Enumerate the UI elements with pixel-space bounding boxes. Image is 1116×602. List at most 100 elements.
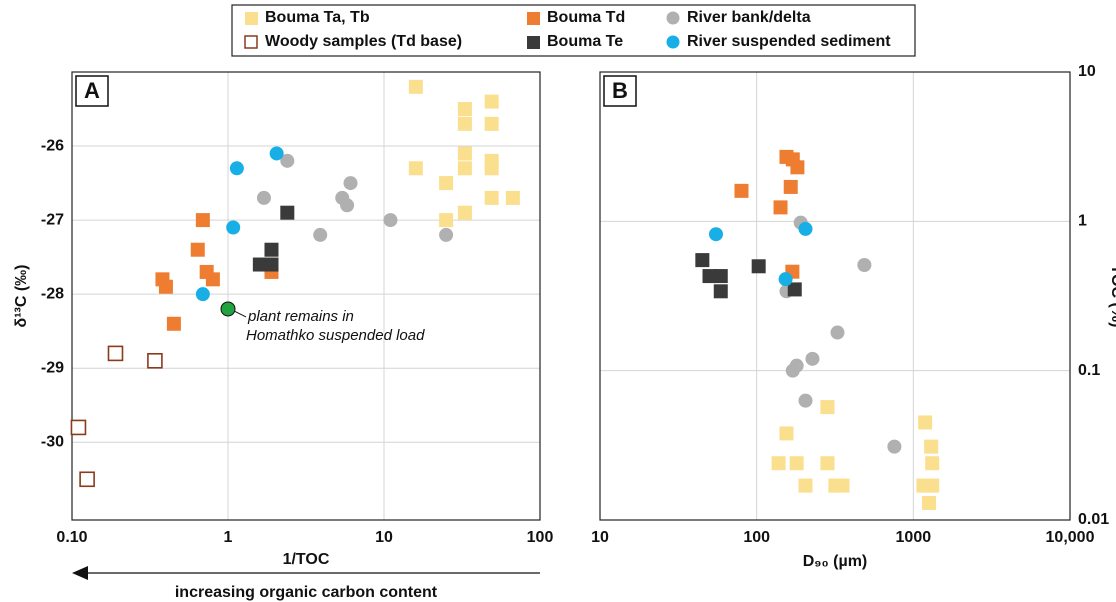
legend-box — [231, 4, 916, 57]
point — [264, 242, 279, 257]
point — [708, 227, 723, 242]
legend-label: River bank/delta — [687, 9, 811, 26]
x-tick-label: 100 — [527, 529, 554, 546]
point — [229, 161, 244, 176]
point — [313, 227, 328, 242]
point — [783, 179, 798, 194]
point — [408, 79, 423, 94]
point — [147, 352, 163, 369]
plot-frame — [599, 71, 1071, 521]
point — [457, 205, 472, 220]
y-tick-label: 0.01 — [1078, 511, 1109, 528]
x-tick-label: 100 — [743, 529, 770, 546]
y-tick-label: -28 — [41, 285, 64, 302]
point — [457, 116, 472, 131]
point — [280, 153, 295, 168]
point — [484, 190, 499, 205]
point — [340, 198, 355, 213]
point — [256, 190, 271, 205]
point — [457, 161, 472, 176]
point — [785, 363, 800, 378]
point — [280, 205, 295, 220]
point — [787, 282, 802, 297]
point — [226, 220, 241, 235]
point — [252, 257, 267, 272]
point — [779, 426, 794, 441]
point — [107, 345, 124, 362]
legend-swatch — [245, 12, 258, 25]
point — [195, 287, 210, 302]
legend-swatch — [666, 35, 680, 49]
point — [773, 200, 788, 215]
arrow-label: increasing organic carbon content — [175, 584, 438, 601]
point — [439, 227, 454, 242]
y-axis-label: δ¹³C (‰) — [13, 264, 30, 327]
panel-letter-box — [75, 75, 109, 107]
y-tick-label: -26 — [41, 137, 64, 154]
annotation: plant remains in — [247, 308, 354, 325]
point — [166, 316, 181, 331]
point — [190, 242, 205, 257]
point — [205, 272, 220, 287]
annotation-leader — [233, 310, 247, 318]
legend-label: Bouma Te — [547, 33, 623, 50]
y-tick-label: -27 — [41, 211, 64, 228]
point — [505, 190, 520, 205]
point — [702, 269, 717, 284]
point — [343, 176, 358, 191]
x-axis-label: D₉₀ (µm) — [803, 553, 868, 570]
point — [713, 284, 728, 299]
point — [925, 456, 940, 471]
y-tick-label: -29 — [41, 359, 64, 376]
legend-label: Bouma Ta, Tb — [265, 9, 370, 26]
highlight-point — [220, 301, 236, 317]
y-tick-label: 1 — [1078, 213, 1087, 230]
point — [918, 415, 933, 430]
legend-label: Bouma Td — [547, 9, 625, 26]
point — [484, 94, 499, 109]
point — [79, 471, 95, 488]
point — [734, 183, 749, 198]
y-tick-label: -30 — [41, 433, 64, 450]
point — [457, 146, 472, 161]
point — [484, 161, 499, 176]
x-tick-label: 10 — [591, 529, 609, 546]
point — [830, 325, 845, 340]
legend-swatch — [527, 36, 540, 49]
point — [887, 439, 902, 454]
point — [798, 221, 813, 236]
point — [857, 258, 872, 273]
y-tick-label: 0.1 — [1078, 362, 1100, 379]
point — [457, 102, 472, 117]
point — [790, 160, 805, 175]
point — [713, 269, 728, 284]
point — [835, 478, 850, 493]
point — [922, 495, 937, 510]
legend-swatch — [527, 12, 540, 25]
x-axis-label: 1/TOC — [283, 551, 330, 568]
point — [439, 176, 454, 191]
point — [158, 279, 173, 294]
point — [195, 213, 210, 228]
point — [70, 419, 87, 436]
x-tick-label: 0.10 — [56, 529, 87, 546]
plot-frame — [71, 71, 541, 521]
plot-background — [72, 72, 540, 520]
point — [798, 478, 813, 493]
x-tick-label: 1 — [224, 529, 233, 546]
point — [924, 439, 939, 454]
arrow-head — [72, 566, 88, 580]
point — [820, 400, 835, 415]
point — [771, 456, 786, 471]
x-tick-label: 1000 — [896, 529, 932, 546]
point — [820, 456, 835, 471]
point — [269, 146, 284, 161]
x-tick-label: 10 — [375, 529, 393, 546]
x-tick-label: 10,000 — [1046, 529, 1095, 546]
point — [798, 393, 813, 408]
panel-letter: B — [612, 78, 628, 103]
point — [383, 213, 398, 228]
panel-letter-box — [603, 75, 637, 107]
y-tick-label: 10 — [1078, 63, 1096, 80]
